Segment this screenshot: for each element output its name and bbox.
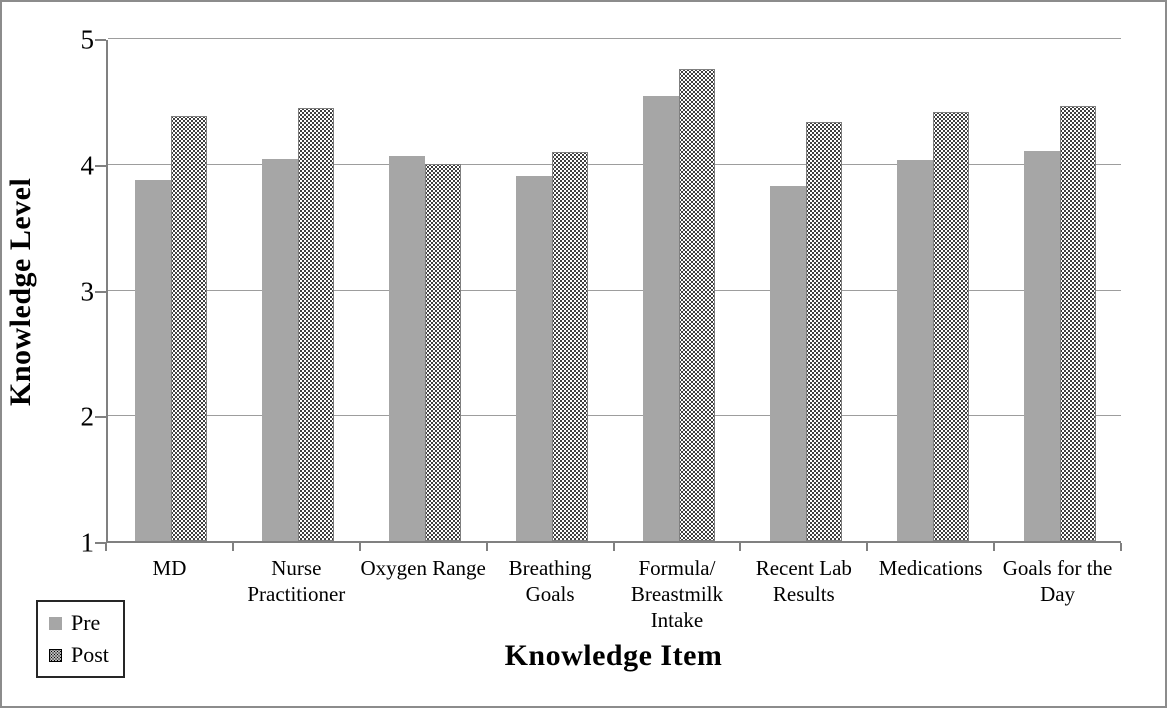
bar-post-5 [805, 122, 842, 541]
bar-pre-4 [642, 95, 679, 541]
x-tick-mark-0 [105, 543, 107, 551]
legend-item-post: Post [49, 644, 123, 666]
bar-pre-0 [135, 180, 172, 541]
bar-post-1 [298, 108, 335, 541]
bar-pre-2 [389, 156, 426, 541]
category-label-0: MD [152, 556, 187, 580]
category-label-1: Nurse Practitioner [247, 556, 346, 606]
x-tick-mark-4 [612, 543, 615, 551]
legend-label-post: Post [71, 642, 109, 667]
y-tick-mark-1 [95, 542, 106, 544]
bar-post-3 [552, 152, 589, 541]
y-tick-label-3: 3 [80, 276, 95, 306]
category-label-3: Breathing Goals [508, 556, 592, 606]
bar-post-0 [171, 115, 208, 541]
legend-label-pre: Pre [71, 610, 101, 635]
y-tick-label-2: 2 [80, 401, 95, 432]
gridline-5 [108, 38, 1121, 39]
bar-pre-7 [1023, 151, 1060, 541]
gridline-4 [108, 163, 1121, 165]
bar-post-6 [932, 112, 969, 541]
bar-post-2 [425, 163, 462, 541]
category-label-6: Medications [878, 556, 983, 580]
legend-swatch-pre [49, 616, 62, 630]
category-label-7: Goals for the Day [1002, 556, 1113, 606]
y-tick-label-5: 5 [80, 24, 95, 55]
y-tick-label-1: 1 [80, 527, 95, 558]
x-tick-mark-1 [231, 543, 234, 551]
legend: Pre Post [36, 600, 125, 678]
x-tick-mark-6 [866, 543, 869, 551]
gridline-2 [108, 415, 1121, 417]
y-tick-label-4: 4 [80, 150, 95, 181]
bar-pre-6 [896, 159, 933, 541]
x-tick-mark-3 [485, 543, 488, 551]
y-tick-mark-2 [95, 416, 106, 419]
category-label-2: Oxygen Range [360, 556, 486, 580]
y-tick-mark-3 [95, 290, 106, 293]
gridline-3 [108, 289, 1121, 291]
x-tick-mark-2 [358, 543, 361, 551]
category-label-4: Formula/ Breastmilk Intake [630, 556, 724, 632]
bar-pre-5 [769, 186, 806, 541]
x-tick-mark-8 [1120, 543, 1122, 551]
y-tick-mark-5 [95, 39, 106, 41]
x-tick-mark-7 [993, 543, 996, 551]
legend-swatch-post [49, 648, 62, 662]
bar-pre-3 [516, 176, 553, 541]
plot-area [106, 38, 1121, 543]
y-tick-mark-4 [95, 164, 106, 167]
x-tick-mark-5 [739, 543, 742, 551]
bar-post-7 [1059, 105, 1096, 541]
y-axis-title: Knowledge Level [4, 177, 37, 406]
legend-item-pre: Pre [49, 612, 123, 634]
x-axis-title: Knowledge Item [504, 639, 723, 672]
category-label-5: Recent Lab Results [755, 556, 852, 606]
bar-post-4 [678, 69, 715, 541]
bar-pre-1 [262, 158, 299, 541]
